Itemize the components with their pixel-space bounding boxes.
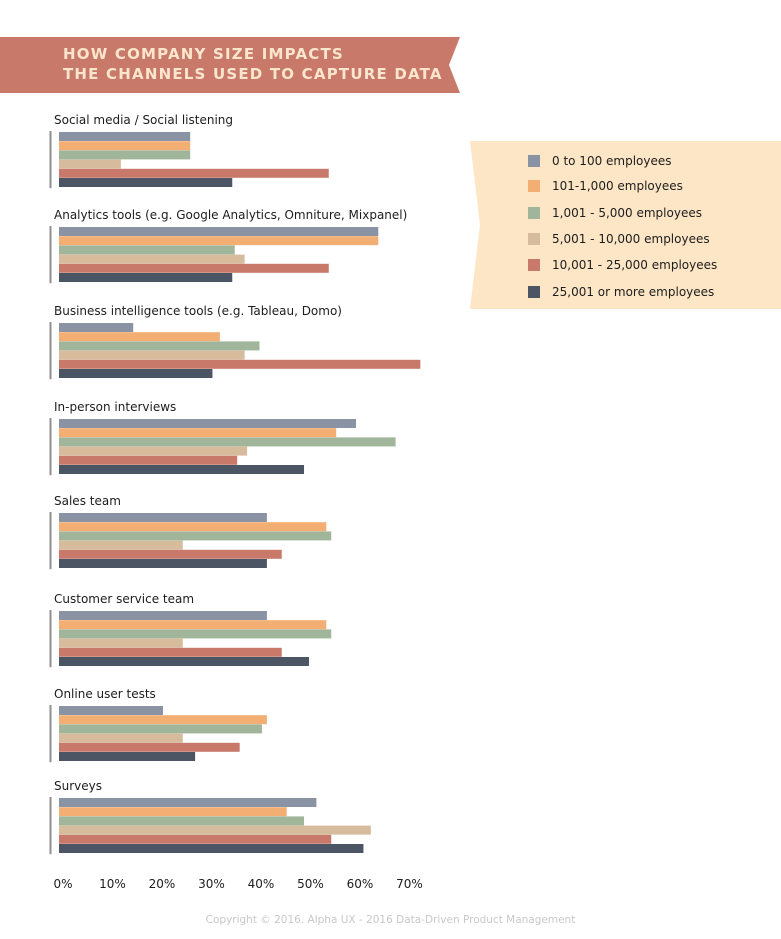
bar	[59, 350, 245, 360]
bar	[59, 513, 267, 522]
bar	[59, 706, 163, 715]
bar	[59, 419, 356, 428]
bar	[59, 807, 287, 817]
bar	[59, 341, 260, 351]
legend-label: 5,001 - 10,000 employees	[552, 232, 710, 246]
legend: 0 to 100 employees 101-1,000 employees 1…	[470, 141, 781, 309]
bar	[59, 825, 371, 835]
bar	[59, 816, 305, 826]
bar	[59, 168, 329, 178]
bar	[59, 531, 332, 541]
x-tick-label: 60%	[347, 877, 374, 891]
bar	[59, 724, 262, 734]
bar	[59, 369, 213, 378]
bar	[59, 540, 183, 550]
bar	[59, 647, 282, 657]
x-tick-label: 30%	[198, 877, 225, 891]
title-line-1: HOW COMPANY SIZE IMPACTS	[63, 45, 344, 63]
bar	[59, 150, 191, 160]
bar	[59, 323, 134, 332]
x-tick-label: 70%	[396, 877, 423, 891]
bar	[59, 844, 364, 853]
legend-item: 10,001 - 25,000 employees	[528, 256, 717, 274]
bar	[59, 428, 337, 438]
legend-item: 25,001 or more employees	[528, 283, 714, 301]
x-tick-label: 20%	[149, 877, 176, 891]
bar	[59, 465, 305, 474]
bar	[59, 620, 327, 630]
title-line-2: THE CHANNELS USED TO CAPTURE DATA	[63, 65, 443, 83]
legend-item: 0 to 100 employees	[528, 152, 672, 170]
copyright-footer: Copyright © 2016. Alpha UX - 2016 Data-D…	[205, 914, 576, 926]
bar	[59, 263, 329, 273]
x-tick-label: 50%	[297, 877, 324, 891]
bar	[59, 273, 233, 282]
bar	[59, 611, 267, 620]
legend-item: 101-1,000 employees	[528, 177, 683, 195]
bar	[59, 715, 267, 725]
bar	[59, 559, 267, 568]
legend-item: 5,001 - 10,000 employees	[528, 230, 710, 248]
legend-label: 0 to 100 employees	[552, 154, 672, 168]
bar	[59, 629, 332, 639]
x-tick-label: 0%	[53, 877, 72, 891]
bar	[59, 332, 220, 342]
category-label: Surveys	[54, 779, 102, 793]
legend-swatch	[528, 259, 540, 271]
bar	[59, 455, 238, 465]
category-label: Sales team	[54, 494, 121, 508]
bar	[59, 245, 235, 255]
bar	[59, 638, 183, 648]
bar	[59, 359, 421, 369]
category-label: Customer service team	[54, 592, 194, 606]
legend-item: 1,001 - 5,000 employees	[528, 204, 702, 222]
category-label: Business intelligence tools (e.g. Tablea…	[54, 304, 342, 318]
category-label: Analytics tools (e.g. Google Analytics, …	[54, 208, 407, 222]
bar	[59, 178, 233, 187]
bar	[59, 549, 282, 559]
x-tick-label: 10%	[99, 877, 126, 891]
x-tick-label: 40%	[248, 877, 275, 891]
legend-swatch	[528, 207, 540, 219]
legend-swatch	[528, 233, 540, 245]
legend-swatch	[528, 180, 540, 192]
category-label: In-person interviews	[54, 400, 176, 414]
title-banner: HOW COMPANY SIZE IMPACTS THE CHANNELS US…	[0, 37, 460, 93]
bar	[59, 132, 191, 141]
legend-label: 25,001 or more employees	[552, 285, 715, 299]
bar	[59, 657, 309, 666]
bar	[59, 834, 332, 844]
bar	[59, 742, 240, 752]
bar	[59, 141, 191, 151]
bar	[59, 522, 327, 532]
bar	[59, 236, 379, 246]
bar	[59, 752, 196, 761]
bar	[59, 733, 183, 743]
category-label: Online user tests	[54, 687, 156, 701]
bar	[59, 446, 248, 456]
category-label: Social media / Social listening	[54, 113, 233, 127]
legend-label: 10,001 - 25,000 employees	[552, 258, 718, 272]
bar	[59, 798, 317, 807]
bar	[59, 227, 379, 236]
legend-label: 1,001 - 5,000 employees	[552, 206, 702, 220]
legend-label: 101-1,000 employees	[552, 179, 683, 193]
legend-swatch	[528, 155, 540, 167]
legend-swatch	[528, 286, 540, 298]
bar	[59, 437, 396, 447]
bar	[59, 159, 121, 169]
bar	[59, 254, 245, 264]
